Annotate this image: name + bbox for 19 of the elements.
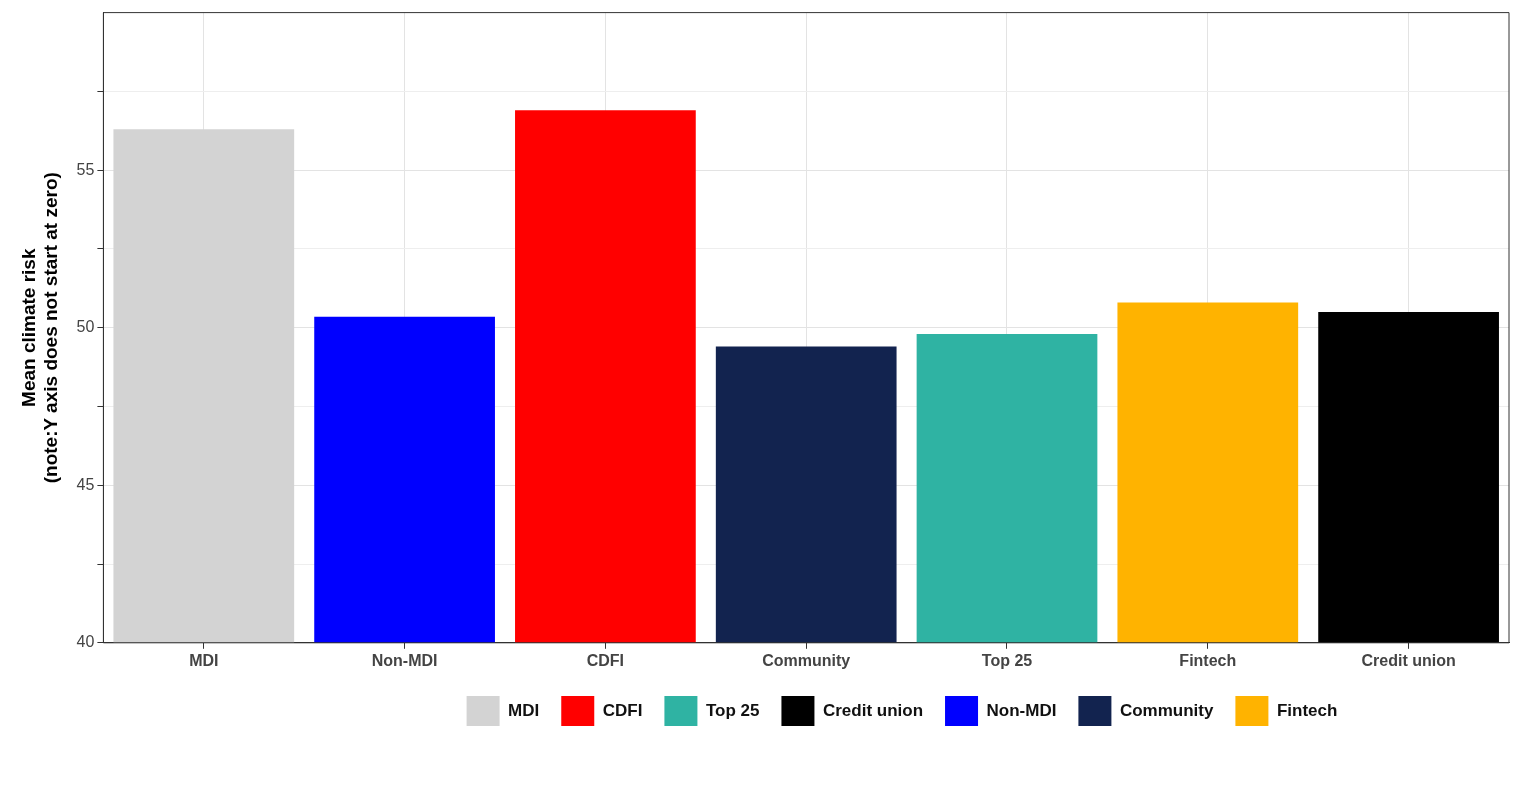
y-tick-label: 40 bbox=[76, 633, 95, 651]
x-tick-label: Community bbox=[762, 651, 851, 669]
y-tick-label: 50 bbox=[76, 318, 95, 336]
legend-label: MDI bbox=[508, 700, 540, 720]
legend-label: Fintech bbox=[1276, 700, 1338, 720]
legend-label: Non-MDI bbox=[986, 700, 1057, 720]
legend-label: Community bbox=[1119, 700, 1214, 720]
legend-label: Top 25 bbox=[705, 700, 760, 720]
x-tick-label: Fintech bbox=[1179, 651, 1237, 669]
x-tick-label: Top 25 bbox=[981, 651, 1033, 669]
x-tick-label: CDFI bbox=[586, 651, 625, 669]
x-tick-label: MDI bbox=[189, 651, 219, 669]
legend-label: Credit union bbox=[822, 700, 924, 720]
y-tick-label: 55 bbox=[76, 160, 95, 178]
y-tick-label: 45 bbox=[76, 475, 95, 493]
x-tick-label: Credit union bbox=[1361, 651, 1456, 669]
x-tick-label: Non-MDI bbox=[371, 651, 438, 669]
legend-label: CDFI bbox=[602, 700, 643, 720]
y-axis-title: Mean climate risk (note:Y axis does not start at zero) bbox=[17, 172, 62, 484]
